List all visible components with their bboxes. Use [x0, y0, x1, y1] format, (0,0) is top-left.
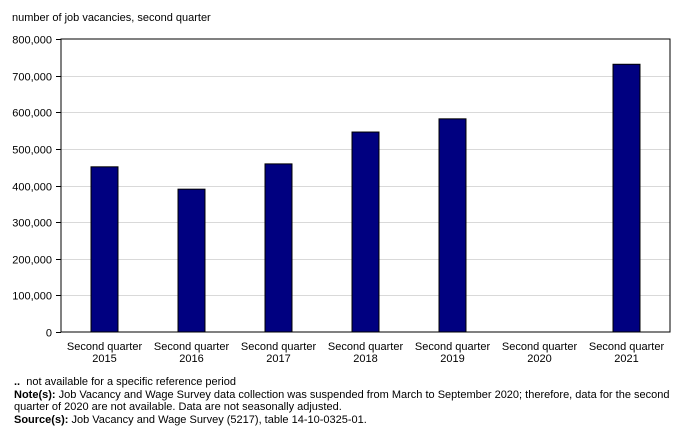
plot-area-frame: [60, 38, 671, 333]
x-tick-label: Second quarter 2021: [589, 341, 665, 365]
bars: [90, 63, 641, 333]
na-text: not available for a specific reference p…: [26, 376, 236, 388]
x-tick-label: Second quarter 2019: [415, 341, 491, 365]
y-axis-ticks: 0 100,000 200,000 300,000 400,000 500,000 600,…: [12, 35, 61, 340]
na-symbol: ..: [14, 376, 21, 388]
x-tick-label: Second quarter 2018: [328, 341, 404, 365]
source-text: Job Vacancy and Wage Survey (5217), tabl…: [71, 413, 367, 426]
y-tick-label: 600,000: [12, 108, 52, 120]
bar: [90, 166, 119, 333]
source: Source(s): Job Vacancy and Wage Survey (…: [14, 414, 674, 427]
y-tick-label: 300,000: [12, 218, 52, 230]
x-tick-label: Second quarter 2020: [502, 341, 578, 365]
note: Note(s): Job Vacancy and Wage Survey dat…: [14, 389, 674, 414]
bar: [438, 118, 467, 333]
chart-notes: .. not available for a specific referenc…: [14, 376, 674, 426]
y-tick-label: 800,000: [12, 35, 52, 47]
note-text: Job Vacancy and Wage Survey data collect…: [14, 388, 670, 414]
x-tick-label: Second quarter 2017: [241, 341, 317, 365]
y-tick-label: 100,000: [12, 291, 52, 303]
y-tick-label: 200,000: [12, 255, 52, 267]
source-label: Source(s):: [14, 413, 69, 426]
na-legend: .. not available for a specific referenc…: [14, 376, 674, 389]
y-tick-label: 700,000: [12, 72, 52, 84]
bar: [351, 131, 380, 333]
x-tick-label: Second quarter 2016: [154, 341, 230, 365]
y-tick-label: 500,000: [12, 145, 52, 157]
bar: [612, 63, 641, 333]
bar: [177, 188, 206, 333]
y-axis-label: number of job vacancies, second quarter: [12, 12, 211, 24]
x-axis-labels: Second quarter 2015 Second quarter 2016 Seco…: [67, 341, 665, 365]
bar-chart: number of job vacancies, second quarter …: [12, 12, 671, 365]
y-tick-label: 400,000: [12, 182, 52, 194]
y-tick-label: 0: [46, 328, 52, 340]
bar: [264, 163, 293, 333]
x-tick-label: Second quarter 2015: [67, 341, 143, 365]
note-label: Note(s):: [14, 388, 56, 401]
